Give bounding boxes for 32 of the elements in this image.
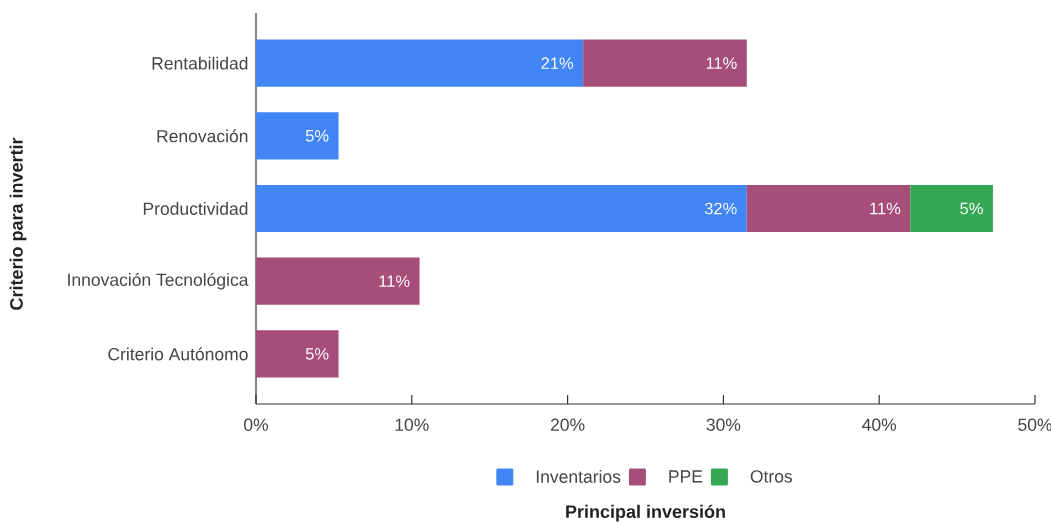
data-label: 5% — [305, 348, 329, 360]
x-tick-label: 0% — [244, 418, 269, 431]
bar — [583, 39, 747, 87]
y-tick-label: Renovación — [157, 129, 248, 143]
bar — [256, 257, 420, 305]
legend-label: PPE — [669, 470, 703, 483]
x-tick-label: 50% — [1018, 418, 1051, 431]
bar — [256, 39, 584, 87]
y-axis-title: Criterio para invertir — [9, 137, 27, 310]
y-tick-label: Productividad — [143, 202, 248, 215]
data-label: 11% — [706, 57, 737, 69]
data-label: 32% — [704, 202, 737, 215]
bar — [746, 184, 911, 233]
x-axis-title: Principal inversión — [566, 504, 725, 522]
y-tick-label: Rentabilidad — [152, 56, 248, 70]
x-tick-label: 30% — [706, 418, 741, 431]
data-label: 11% — [379, 275, 410, 287]
y-tick-label: Innovación Tecnológica — [68, 272, 249, 290]
bar — [256, 184, 747, 233]
x-tick-label: 40% — [862, 418, 897, 431]
x-tick-label: 10% — [395, 418, 429, 431]
data-label: 5% — [960, 202, 983, 215]
legend-label: Inventarios — [536, 470, 621, 483]
data-label: 5% — [305, 130, 329, 142]
legend-label: Otros — [750, 470, 793, 483]
bar — [910, 184, 993, 233]
data-label: 21% — [541, 57, 574, 69]
bar — [256, 112, 339, 160]
data-label: 11% — [870, 202, 901, 215]
bar — [256, 330, 339, 378]
x-tick-label: 20% — [550, 418, 585, 431]
y-tick-label: Criterio Autónomo — [108, 347, 248, 361]
